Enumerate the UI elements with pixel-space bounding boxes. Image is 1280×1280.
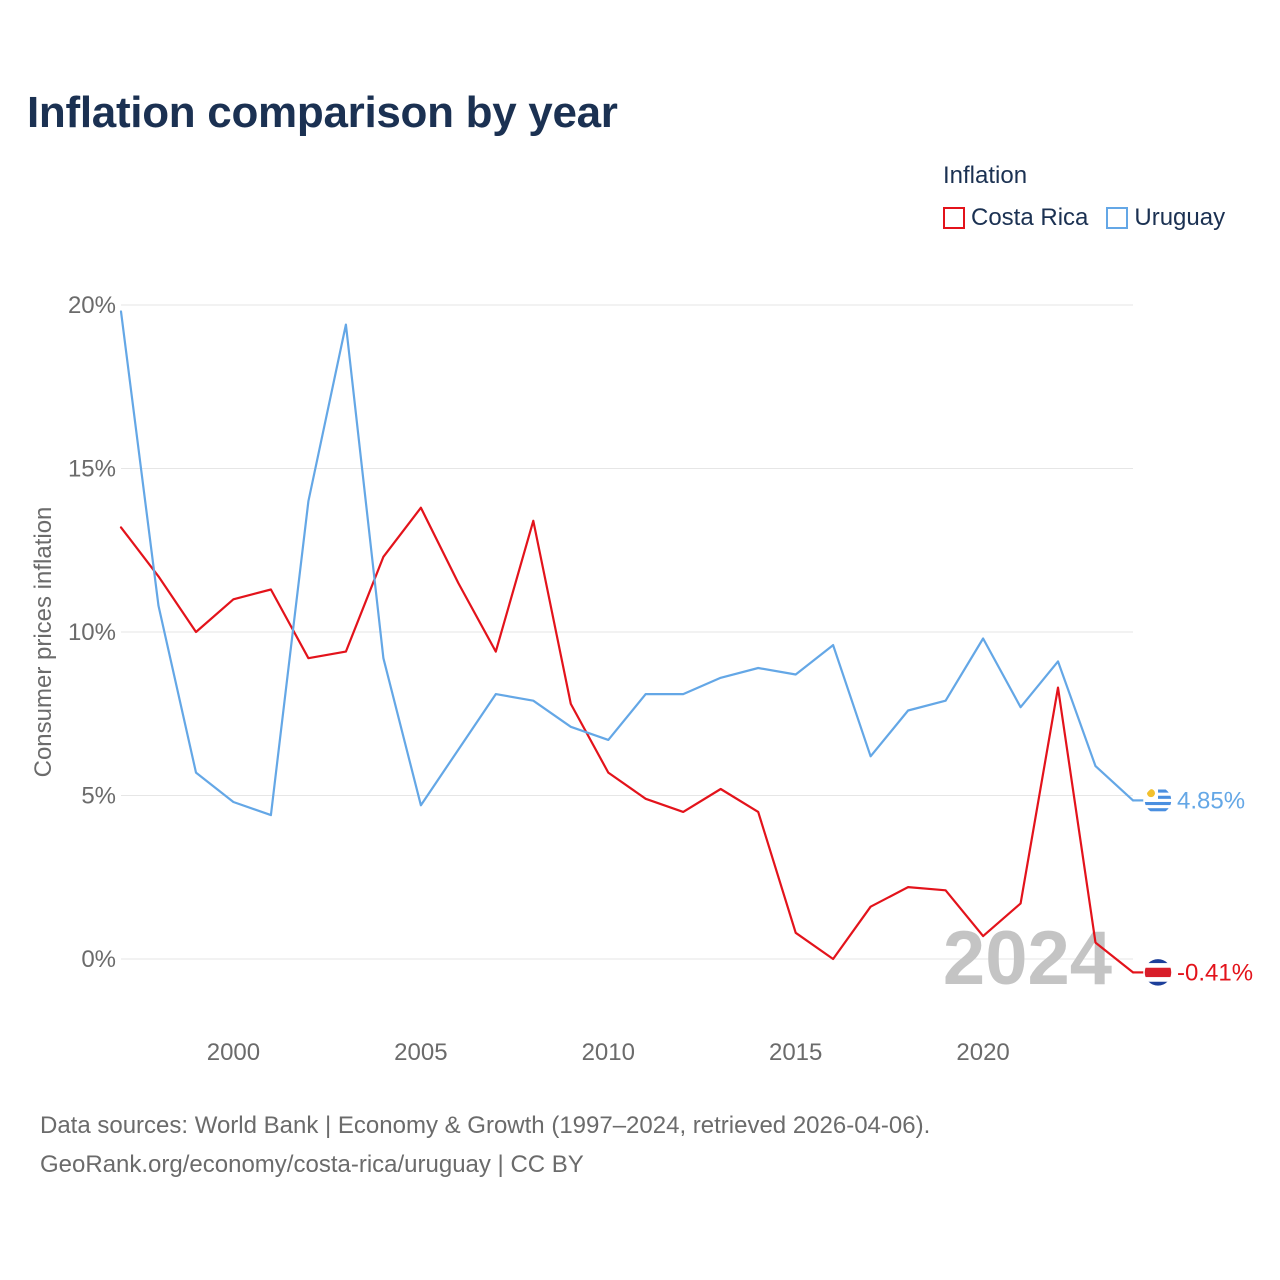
data-point[interactable]	[1052, 682, 1064, 694]
y-axis-ticks: 0% 5% 10% 15% 20%	[68, 292, 116, 973]
data-point[interactable]	[490, 646, 502, 658]
data-point[interactable]	[415, 502, 427, 514]
legend-item-costa-rica[interactable]: Costa Rica	[943, 204, 1088, 232]
legend-swatch-uruguay	[1106, 207, 1129, 229]
data-point[interactable]	[265, 583, 277, 595]
y-axis-label: Consumer prices inflation	[30, 507, 57, 778]
x-tick-label: 2010	[582, 1039, 635, 1066]
data-point[interactable]	[415, 799, 427, 811]
data-point[interactable]	[677, 688, 689, 700]
end-markers: -0.41% 4.85%	[1133, 785, 1253, 988]
data-point[interactable]	[602, 767, 614, 779]
credit-line: GeoRank.org/economy/costa-rica/uruguay |…	[40, 1151, 584, 1178]
data-point[interactable]	[1090, 760, 1102, 772]
source-line: Data sources: World Bank | Economy & Gro…	[40, 1112, 931, 1139]
end-value-label: -0.41%	[1177, 959, 1253, 986]
data-point[interactable]	[902, 704, 914, 716]
data-point[interactable]	[115, 306, 127, 318]
data-point[interactable]	[565, 721, 577, 733]
data-point[interactable]	[265, 809, 277, 821]
data-point[interactable]	[452, 577, 464, 589]
data-point[interactable]	[1052, 655, 1064, 667]
data-point[interactable]	[377, 551, 389, 563]
data-point[interactable]	[452, 744, 464, 756]
data-point[interactable]	[790, 669, 802, 681]
series-line-costa-rica	[119, 506, 1135, 974]
data-point[interactable]	[827, 639, 839, 651]
legend-swatch-costa-rica	[943, 207, 965, 229]
data-point[interactable]	[302, 652, 314, 664]
legend-label-uruguay: Uruguay	[1134, 204, 1226, 231]
x-tick-label: 2005	[394, 1039, 447, 1066]
data-point[interactable]	[227, 593, 239, 605]
legend-title: Inflation	[943, 162, 1028, 189]
costa-rica-flag-icon	[1143, 957, 1173, 988]
data-point[interactable]	[827, 953, 839, 965]
data-point[interactable]	[677, 806, 689, 818]
data-point[interactable]	[527, 515, 539, 527]
data-point[interactable]	[640, 793, 652, 805]
legend: Costa Rica Uruguay	[943, 204, 1225, 232]
y-tick-label: 20%	[68, 292, 116, 319]
data-point[interactable]	[940, 884, 952, 896]
data-point[interactable]	[227, 796, 239, 808]
data-point[interactable]	[865, 901, 877, 913]
y-tick-label: 15%	[68, 456, 116, 483]
chart-title: Inflation comparison by year	[27, 88, 618, 137]
data-point[interactable]	[377, 652, 389, 664]
uruguay-flag-icon	[1143, 785, 1173, 816]
data-point[interactable]	[790, 927, 802, 939]
data-point[interactable]	[1090, 937, 1102, 949]
year-watermark: 2024	[943, 916, 1112, 1001]
data-point[interactable]	[977, 633, 989, 645]
legend-label-costa-rica: Costa Rica	[971, 204, 1089, 231]
source-note: Data sources: World Bank | Economy & Gro…	[40, 1106, 930, 1184]
data-point[interactable]	[602, 734, 614, 746]
data-point[interactable]	[340, 319, 352, 331]
data-point[interactable]	[1015, 701, 1027, 713]
data-point[interactable]	[527, 695, 539, 707]
data-point[interactable]	[752, 662, 764, 674]
data-point[interactable]	[302, 495, 314, 507]
x-axis-ticks: 2000 2005 2010 2015 2020	[207, 1039, 1010, 1066]
x-tick-label: 2000	[207, 1039, 260, 1066]
line-chart: 0%5%10%15%20% 2000 2005 2010 2015 2020 2024 …	[30, 292, 1253, 1066]
x-tick-label: 2015	[769, 1039, 822, 1066]
end-value-label: 4.85%	[1177, 787, 1245, 814]
y-tick-label: 0%	[81, 946, 116, 973]
data-point[interactable]	[1015, 897, 1027, 909]
y-tick-label: 5%	[81, 783, 116, 810]
data-point[interactable]	[640, 688, 652, 700]
legend-item-uruguay[interactable]: Uruguay	[1106, 204, 1225, 232]
series-line-uruguay	[119, 310, 1135, 817]
data-point[interactable]	[190, 626, 202, 638]
data-point[interactable]	[902, 881, 914, 893]
data-point[interactable]	[152, 600, 164, 612]
data-point[interactable]	[490, 688, 502, 700]
data-point[interactable]	[715, 783, 727, 795]
data-point[interactable]	[940, 695, 952, 707]
data-point[interactable]	[977, 930, 989, 942]
series-lines	[115, 306, 1135, 974]
data-point[interactable]	[115, 521, 127, 533]
data-point[interactable]	[865, 750, 877, 762]
data-point[interactable]	[190, 767, 202, 779]
data-point[interactable]	[565, 698, 577, 710]
data-point[interactable]	[340, 646, 352, 658]
data-point[interactable]	[715, 672, 727, 684]
y-tick-label: 10%	[68, 619, 116, 646]
x-tick-label: 2020	[956, 1039, 1009, 1066]
data-point[interactable]	[752, 806, 764, 818]
gridlines	[121, 304, 1133, 960]
